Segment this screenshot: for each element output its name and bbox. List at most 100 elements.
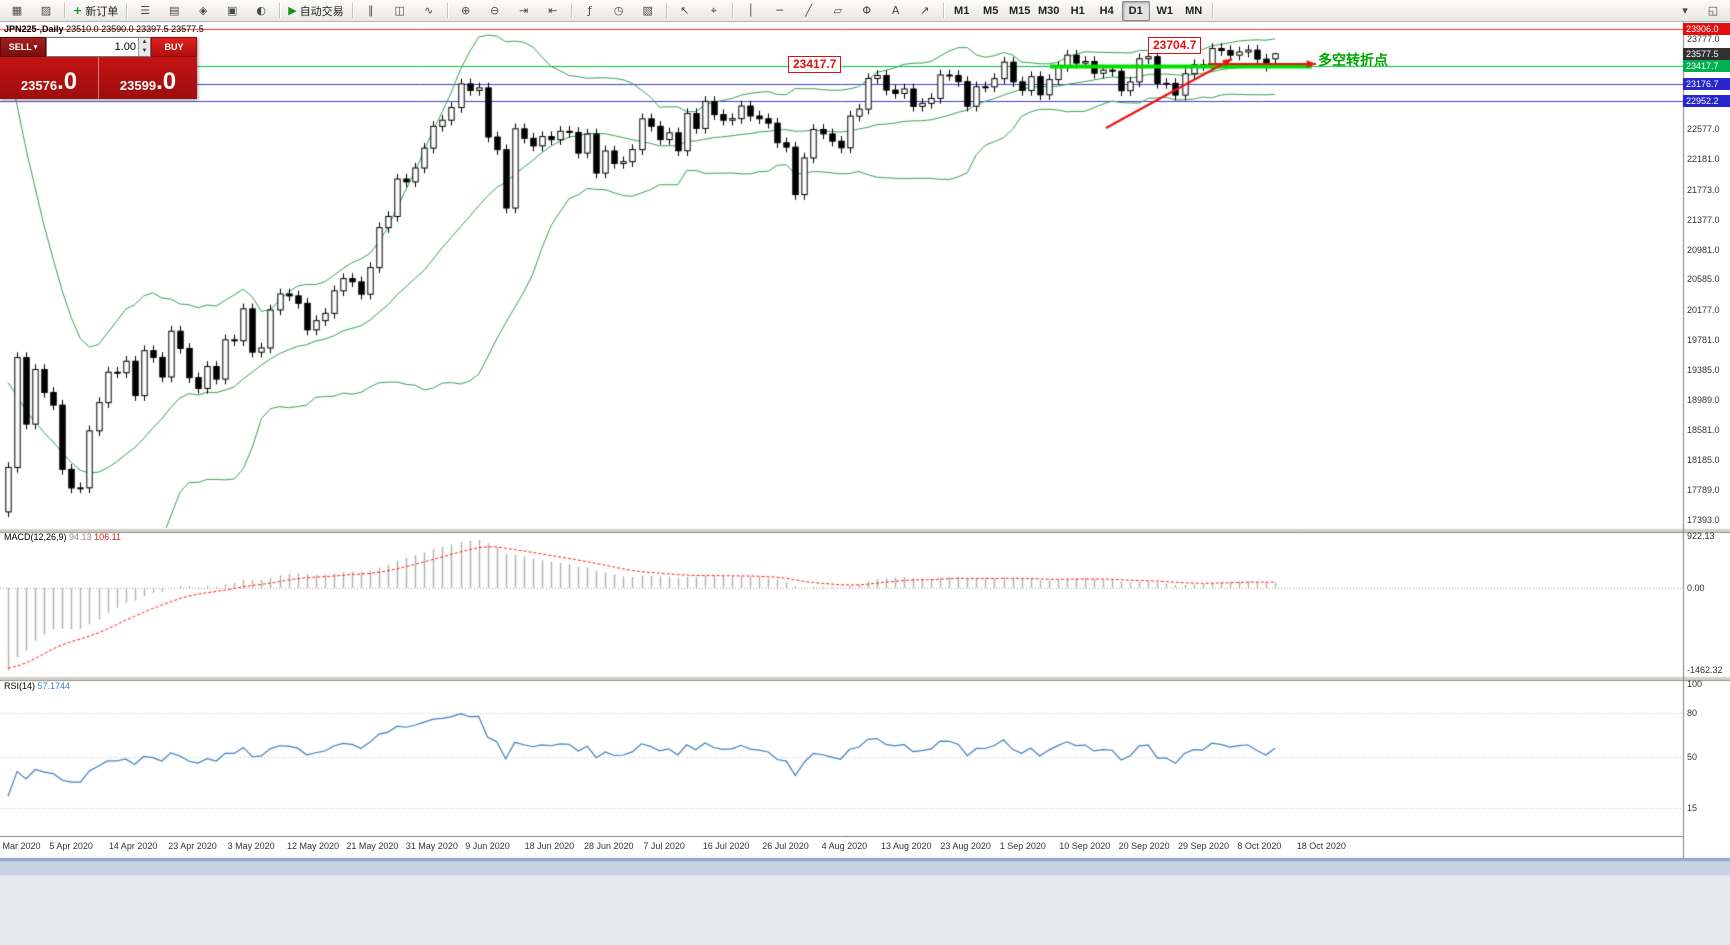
zoom-out-icon: ⊖	[490, 4, 500, 17]
navigator-icon: ◈	[198, 4, 208, 17]
indicators-button[interactable]: ƒ	[576, 1, 604, 21]
date-tick: 13 Aug 2020	[881, 841, 932, 851]
data-window-button[interactable]: ▤	[160, 1, 188, 21]
macd-main-value: 94.13	[69, 532, 92, 542]
sell-order-type-button[interactable]: SELL ▾	[0, 37, 46, 57]
periods-icon: ◷	[613, 4, 624, 17]
cursor-button[interactable]: ↖	[671, 1, 699, 21]
vertical-line-button[interactable]: │	[737, 1, 765, 21]
macd-scale-tick: -1462.32	[1687, 665, 1723, 675]
toolbar-separator	[570, 3, 572, 18]
auto-scroll-button[interactable]: ⇥	[510, 1, 538, 21]
terminal-icon: ▣	[227, 4, 238, 17]
periods-button[interactable]: ◷	[605, 1, 633, 21]
text-label-button[interactable]: A	[882, 1, 910, 21]
window-layout-icon[interactable]: ◱	[1699, 1, 1727, 21]
line-chart-button[interactable]: ∿	[415, 1, 443, 21]
timeframe-w1-button[interactable]: W1	[1151, 1, 1179, 21]
price-tick: 18185.0	[1687, 455, 1720, 466]
rsi-indicator-label: RSI(14) 57.1744	[4, 681, 70, 691]
arrow-objects-icon: ↗	[920, 4, 930, 17]
price-axis[interactable]: 23777.0 22577.0 22181.0 21773.0 21377.0 20981…	[1683, 22, 1730, 945]
new-order-button[interactable]: + 新订单	[69, 1, 122, 21]
price-tick: 17789.0	[1687, 485, 1720, 496]
market-watch-button[interactable]: ☰	[131, 1, 159, 21]
timeframe-d1-button[interactable]: D1	[1121, 0, 1150, 21]
equidistant-channel-icon: ▱	[833, 4, 842, 17]
price-tick: 23777.0	[1687, 33, 1720, 44]
timeframe-mn-button[interactable]: MN	[1180, 1, 1208, 21]
arrow-objects-button[interactable]: ↗	[911, 1, 939, 21]
trendline-button[interactable]: ╱	[795, 1, 823, 21]
toolbar: ▦ ▨ + 新订单 ☰ ▤ ◈ ▣ ◐ ▶ 自动交易 ∥ ◫ ∿ ⊕ ⊖ ⇥ ⇤ ƒ ◷ ▧ ↖ ⌖ │ ─ ╱ ▱ Φ A ↗ M1 M5 M…	[0, 0, 1730, 22]
sell-price-button[interactable]: 23576.0	[0, 57, 99, 99]
rsi-scale-tick: 100	[1687, 679, 1703, 689]
date-tick: 20 Sep 2020	[1118, 841, 1170, 851]
equidistant-channel-button[interactable]: ▱	[824, 1, 852, 21]
buy-price-pips: .0	[156, 68, 177, 95]
buy-price-button[interactable]: 23599.0	[99, 57, 197, 99]
auto-trading-button-label: 自动交易	[299, 5, 344, 18]
chevron-down-icon: ▾	[33, 44, 38, 51]
date-tick: 23 Aug 2020	[940, 841, 991, 851]
horizontal-line-icon: ─	[776, 4, 783, 17]
chart-shift-icon: ⇤	[548, 4, 558, 17]
buy-order-type-button[interactable]: BUY	[151, 37, 197, 57]
date-tick: 23 Apr 2020	[168, 841, 217, 851]
zoom-in-button[interactable]: ⊕	[452, 1, 480, 21]
bar-chart-button[interactable]: ∥	[357, 1, 385, 21]
horizontal-line-button[interactable]: ─	[766, 1, 794, 21]
date-tick: 26 Mar 2020	[0, 841, 41, 851]
ohlc-values: 23510.0 23590.0 23397.5 23577.5	[66, 24, 204, 34]
toolbar-separator	[942, 3, 944, 18]
volume-input[interactable]	[47, 38, 138, 56]
chart-profiles-button[interactable]: ▨	[32, 1, 60, 21]
toolbar-customize-icon-icon: ▾	[1682, 4, 1688, 17]
spin-down-icon[interactable]: ▼	[139, 47, 150, 56]
price-tick: 21377.0	[1687, 214, 1720, 225]
one-click-trading-panel: SELL ▾ ▲▼ BUY 23576.0 23599.0	[0, 37, 197, 99]
auto-trading-button[interactable]: ▶ 自动交易	[284, 1, 347, 21]
templates-button[interactable]: ▧	[634, 1, 662, 21]
fibonacci-button[interactable]: Φ	[853, 1, 881, 21]
terminal-button[interactable]: ▣	[218, 1, 246, 21]
date-axis[interactable]: 26 Mar 2020 5 Apr 2020 14 Apr 2020 23 Apr 2…	[0, 836, 1683, 858]
line-chart-icon: ∿	[424, 4, 434, 17]
timeframe-h4-button[interactable]: H4	[1093, 1, 1121, 21]
date-tick: 3 May 2020	[227, 841, 275, 851]
chart-shift-button[interactable]: ⇤	[539, 1, 567, 21]
new-chart-button[interactable]: ▦	[3, 1, 31, 21]
timeframe-m15-button[interactable]: M15	[1006, 1, 1034, 21]
price-tick: 19781.0	[1687, 334, 1720, 345]
timeframe-m1-button[interactable]: M1	[948, 1, 976, 21]
macd-signal-value: 106.11	[94, 532, 121, 542]
volume-stepper[interactable]: ▲▼	[46, 37, 151, 57]
rsi-scale-tick: 15	[1687, 803, 1698, 814]
crosshair-button[interactable]: ⌖	[700, 1, 728, 21]
sell-label: SELL	[8, 42, 32, 52]
resistance-level-label[interactable]: 23704.7	[1148, 37, 1202, 54]
timeframe-h1-button[interactable]: H1	[1064, 1, 1092, 21]
timeframe-m30-button[interactable]: M30	[1035, 1, 1063, 21]
toolbar-separator	[665, 3, 667, 18]
navigator-button[interactable]: ◈	[189, 1, 217, 21]
strategy-tester-button[interactable]: ◐	[247, 1, 275, 21]
volume-spinner[interactable]: ▲ ▼	[138, 38, 150, 56]
spin-up-icon[interactable]: ▲	[139, 38, 150, 47]
toolbar-separator	[446, 3, 448, 18]
date-tick: 10 Sep 2020	[1059, 841, 1111, 851]
toolbar-customize-icon[interactable]: ▾	[1671, 1, 1699, 21]
toolbar-separator	[279, 3, 281, 18]
strategy-tester-icon: ◐	[256, 4, 267, 17]
timeframe-m5-button[interactable]: M5	[977, 1, 1005, 21]
chart-ohlc-header: JPN225-,Daily 23510.0 23590.0 23397.5 23…	[4, 24, 204, 34]
support-level-label[interactable]: 23417.7	[788, 56, 842, 73]
price-badge: 22952.2	[1683, 94, 1730, 107]
candlestick-chart-button[interactable]: ◫	[386, 1, 414, 21]
timeframe-h1-button-label: H1	[1070, 4, 1085, 17]
price-badge: 23176.7	[1683, 77, 1730, 90]
bar-chart-icon: ∥	[367, 4, 374, 17]
zoom-out-button[interactable]: ⊖	[481, 1, 509, 21]
price-tick: 22577.0	[1687, 124, 1720, 135]
